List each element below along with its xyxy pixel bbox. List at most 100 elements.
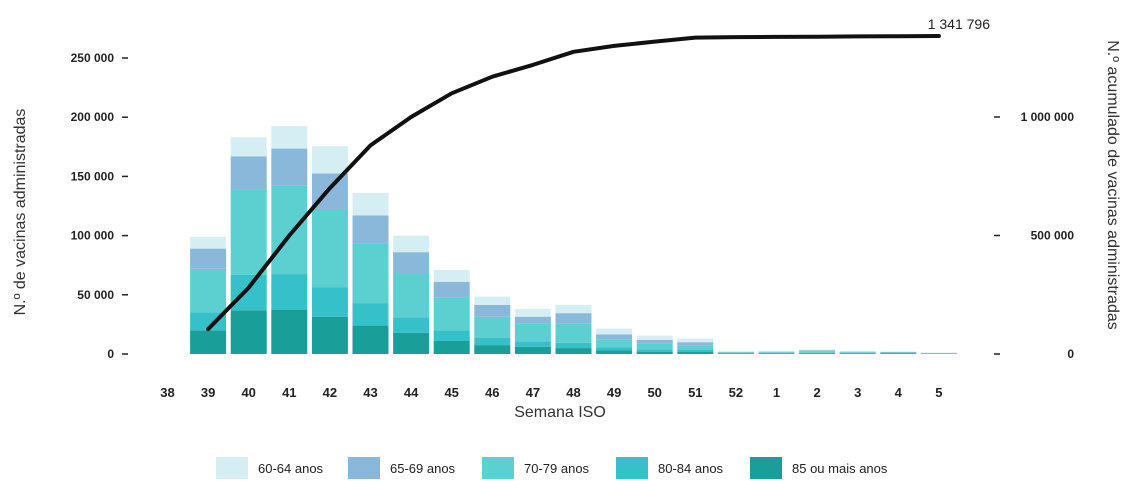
y2-axis-title: N.º acumulado de vacinas administradas [1104,40,1121,330]
bar-segment [717,353,754,354]
bar-segment [474,316,511,339]
bar-segment [677,345,714,350]
bars-layer [190,126,957,354]
x-axis-title: Semana ISO [514,404,606,421]
y2-tick-label: 0 [1067,347,1074,361]
bar-segment [799,350,836,352]
bar-segment [880,353,917,354]
bar-segment [677,342,714,346]
bar-segment [393,332,430,354]
bar-segment [190,330,227,354]
y-tick-label: 250 000 [71,51,115,65]
bar-segment [190,248,227,269]
y-axis-title: N.º de vacinas administradas [12,109,29,316]
x-tick-label: 1 [773,385,780,400]
bar-segment [636,343,673,350]
x-tick-label: 45 [444,385,458,400]
bar-segment [555,348,592,354]
legend-label: 65-69 anos [390,461,456,476]
bar-segment [474,304,511,317]
bar-segment [433,269,470,282]
bar-segment [433,340,470,354]
x-tick-label: 52 [729,385,743,400]
bar-segment [393,273,430,318]
bar-segment [677,349,714,352]
bar-segment [758,351,795,353]
bar-segment [433,297,470,331]
x-tick-label: 40 [241,385,255,400]
bar-segment [311,316,348,354]
bar-segment [717,352,754,354]
x-tick-label: 42 [323,385,337,400]
x-tick-label: 3 [854,385,861,400]
bar-segment [190,268,227,313]
x-tick-label: 49 [607,385,621,400]
bar-segment [636,335,673,340]
bar-segment [190,236,227,249]
bar-segment [352,192,389,216]
right-axis-ticks: 0 500 000 1 000 000 [994,110,1074,361]
bar-segment [839,352,876,354]
legend-label: 60-64 anos [258,461,324,476]
cumulative-line [206,34,941,332]
legend-swatch [482,457,514,479]
bar-segment [839,353,876,354]
y-tick-label: 50 000 [77,288,114,302]
bar-segment [190,312,227,331]
bar-segment [433,330,470,341]
x-tick-label: 44 [404,385,419,400]
x-tick-label: 38 [160,385,174,400]
bar-segment [271,185,308,275]
cumulative-layer [206,34,941,332]
x-tick-label: 5 [935,385,942,400]
bar-segment [799,353,836,354]
y-tick-label: 100 000 [71,229,115,243]
legend-item: 60-64 anos [216,457,324,479]
bar-segment [717,351,754,353]
bar-segment [596,328,633,335]
x-tick-label: 41 [282,385,296,400]
legend-label: 85 ou mais anos [792,461,888,476]
bar-segment [555,304,592,314]
x-tick-label: 51 [688,385,702,400]
bar-segment [271,274,308,310]
legend-item: 85 ou mais anos [750,457,888,479]
bar-segment [271,126,308,149]
bar-segment [555,342,592,349]
bar-segment [271,148,308,186]
bar-segment [393,235,430,253]
legend-item: 80-84 anos [616,457,724,479]
bar-segment [230,189,267,275]
bar-segment [474,345,511,354]
bar-segment [352,243,389,304]
bar-segment [555,323,592,343]
legend-swatch [616,457,648,479]
x-tick-label: 2 [813,385,820,400]
bar-segment [514,341,551,347]
bar-segment [230,156,267,190]
bar-segment [514,346,551,354]
bar-segment [352,325,389,354]
bar-segment [352,303,389,326]
bar-segment [596,350,633,354]
bar-segment [230,310,267,354]
legend-item: 70-79 anos [482,457,590,479]
bar-segment [636,339,673,344]
x-tick-label: 47 [526,385,540,400]
y-tick-label: 200 000 [71,110,115,124]
bar-segment [474,296,511,305]
bar-segment [230,274,267,311]
bar-segment [799,349,836,351]
bar-segment [393,317,430,333]
bar-segment [839,351,876,353]
legend-swatch [216,457,248,479]
bar-segment [514,309,551,317]
bar-segment [799,351,836,353]
x-tick-label: 43 [363,385,377,400]
x-tick-label: 50 [647,385,661,400]
bar-segment [880,352,917,354]
bar-segment [636,351,673,354]
bar-segment [555,313,592,324]
left-axis-ticks: 0 50 000 100 000 150 000 200 000 250 000 [71,51,128,361]
